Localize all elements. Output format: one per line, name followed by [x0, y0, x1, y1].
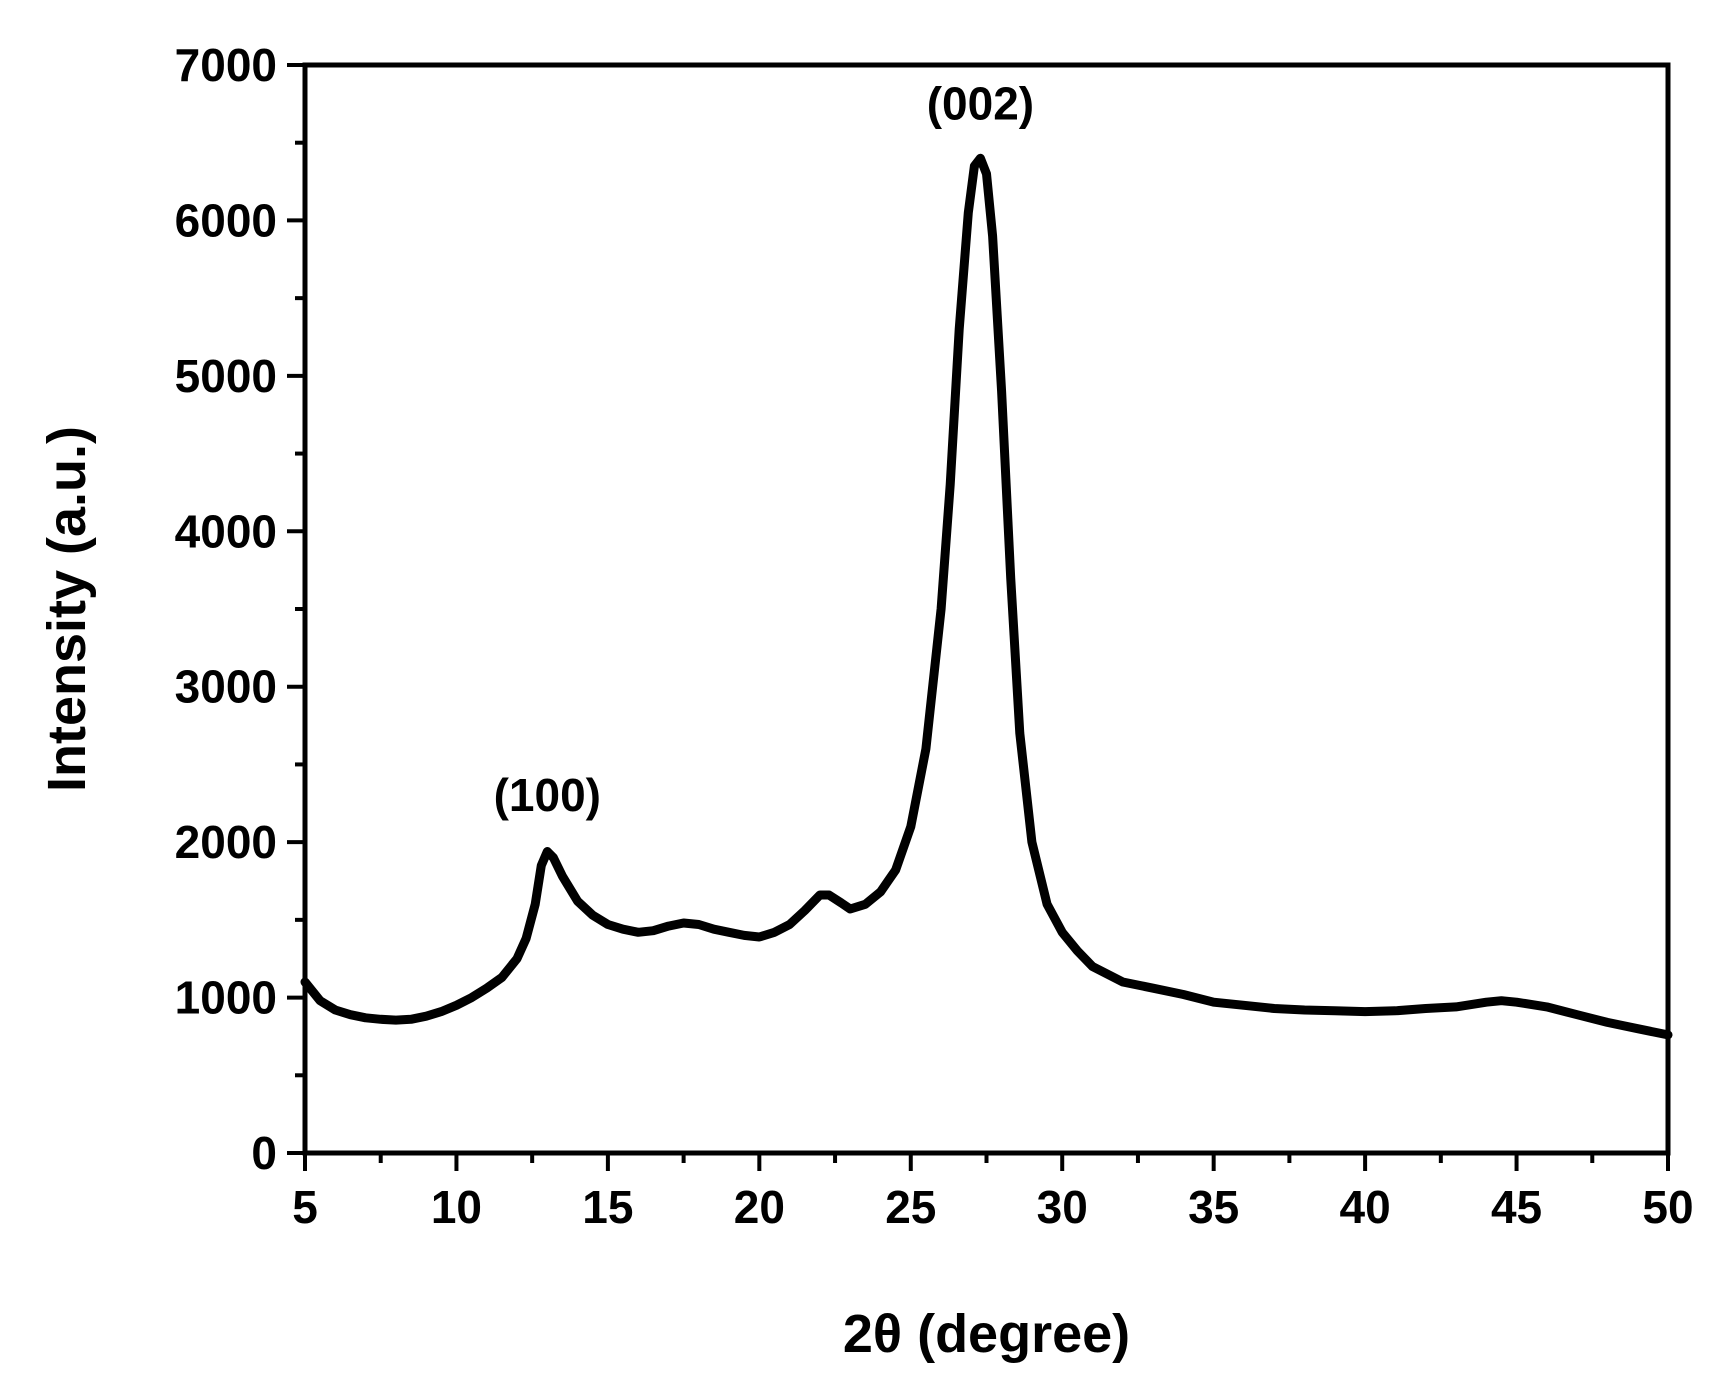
x-tick-label-10: 10: [431, 1181, 482, 1233]
x-tick-label-30: 30: [1037, 1181, 1088, 1233]
y-tick-label-1000: 1000: [175, 972, 277, 1024]
peak-annotation-1: (002): [927, 77, 1034, 129]
series-layer: [300, 153, 1673, 1040]
plot-frame: [302, 62, 1671, 1156]
peak-annotation-0: (100): [494, 769, 601, 821]
tick-labels-layer: 5 10 15 20 25 30 35 40 45 50 0 1000 2000 3000 4000 5000…: [175, 39, 1694, 1233]
y-axis-title: Intensity (a.u.): [37, 426, 97, 792]
annotations-layer: (100) (002): [494, 77, 1035, 821]
y-tick-label-6000: 6000: [175, 194, 277, 246]
x-tick-label-20: 20: [734, 1181, 785, 1233]
x-tick-label-50: 50: [1642, 1181, 1693, 1233]
x-tick-label-5: 5: [292, 1181, 318, 1233]
x-tick-label-40: 40: [1340, 1181, 1391, 1233]
y-tick-label-7000: 7000: [175, 39, 277, 91]
y-tick-label-5000: 5000: [175, 350, 277, 402]
x-tick-label-35: 35: [1188, 1181, 1239, 1233]
y-tick-label-4000: 4000: [175, 505, 277, 557]
series-line-0: [300, 153, 1673, 1040]
y-tick-label-0: 0: [251, 1127, 277, 1179]
x-tick-label-15: 15: [582, 1181, 633, 1233]
y-tick-label-3000: 3000: [175, 661, 277, 713]
x-tick-label-25: 25: [885, 1181, 936, 1233]
x-axis-title: 2θ (degree): [843, 1304, 1130, 1364]
x-tick-label-45: 45: [1491, 1181, 1542, 1233]
y-tick-label-2000: 2000: [175, 816, 277, 868]
